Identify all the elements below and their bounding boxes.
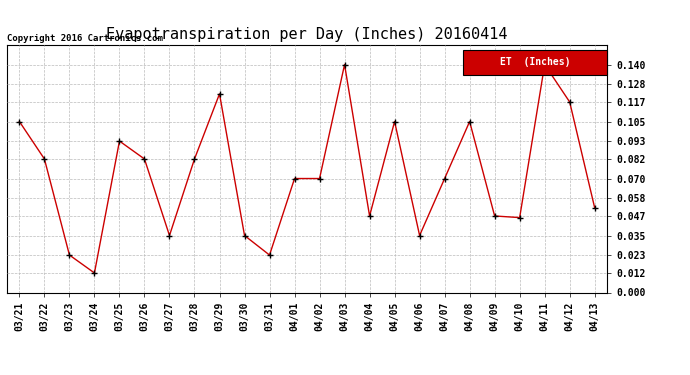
FancyBboxPatch shape	[463, 50, 607, 75]
Text: ET  (Inches): ET (Inches)	[500, 57, 571, 68]
Title: Evapotranspiration per Day (Inches) 20160414: Evapotranspiration per Day (Inches) 2016…	[106, 27, 508, 42]
Text: Copyright 2016 Cartronics.com: Copyright 2016 Cartronics.com	[7, 33, 163, 42]
